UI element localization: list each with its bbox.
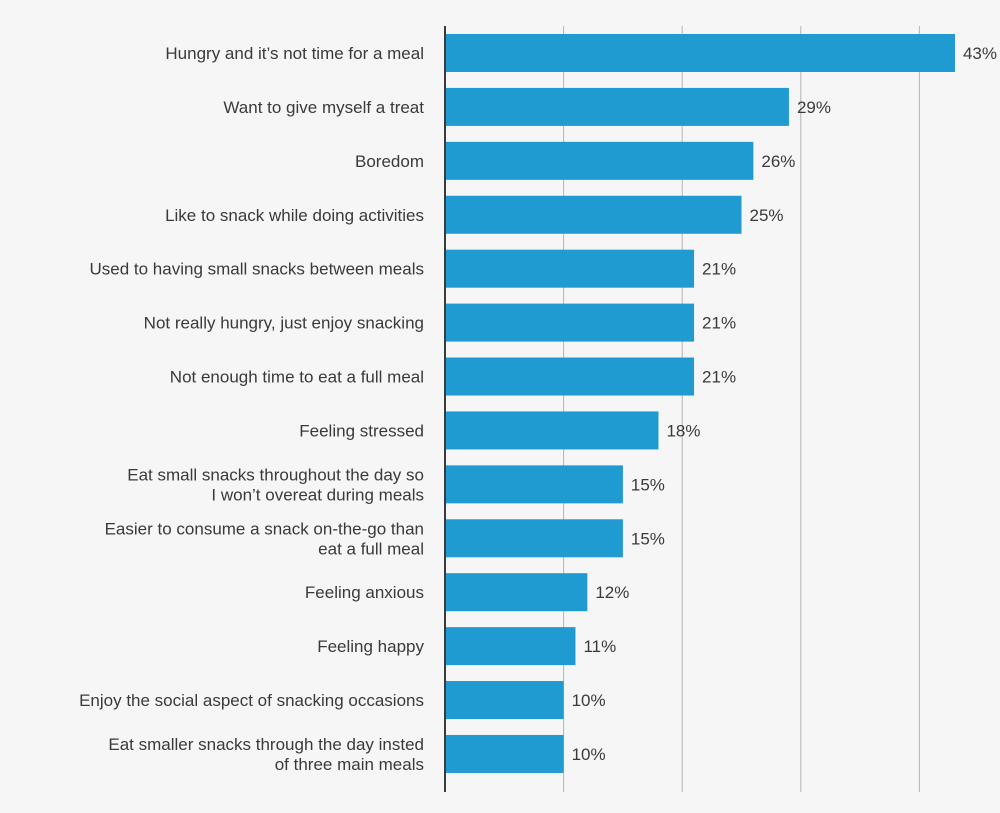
value-label-13: 10%: [572, 745, 606, 764]
bar-11: [445, 627, 576, 666]
bar-6: [445, 357, 695, 396]
value-label-12: 10%: [572, 691, 606, 710]
bar-5: [445, 303, 695, 342]
value-label-3: 25%: [750, 206, 784, 225]
value-label-11: 11%: [583, 637, 616, 656]
category-label-12: Enjoy the social aspect of snacking occa…: [79, 691, 424, 710]
category-label-6: Not enough time to eat a full meal: [170, 368, 424, 387]
category-label-2: Boredom: [355, 152, 424, 171]
category-label-5: Not really hungry, just enjoy snacking: [144, 314, 424, 333]
bars: [445, 34, 955, 773]
category-label-0: Hungry and it’s not time for a meal: [165, 44, 424, 63]
value-label-1: 29%: [797, 98, 831, 117]
value-label-5: 21%: [702, 314, 736, 333]
bar-4: [445, 249, 695, 288]
bar-0: [445, 34, 955, 72]
bar-13: [445, 734, 564, 773]
category-label-11: Feeling happy: [317, 637, 424, 656]
bar-9: [445, 519, 623, 558]
bar-3: [445, 195, 742, 234]
bar-8: [445, 465, 623, 504]
value-labels: 43% 29% 26% 25% 21% 21% 21% 18% 15% 15% 12% 11% 10% 1…: [572, 44, 997, 764]
bar-2: [445, 141, 754, 180]
bar-7: [445, 411, 659, 450]
category-labels: Hungry and it’s not time for a meal Want …: [79, 44, 424, 774]
category-label-8: Eat small snacks throughout the day so I …: [127, 465, 424, 504]
category-label-3: Like to snack while doing activities: [165, 206, 424, 225]
bar-10: [445, 573, 588, 612]
category-label-4: Used to having small snacks between meal…: [90, 260, 425, 279]
value-label-9: 15%: [631, 529, 665, 548]
value-label-7: 18%: [666, 421, 700, 440]
value-label-6: 21%: [702, 368, 736, 387]
value-label-4: 21%: [702, 260, 736, 279]
category-label-10: Feeling anxious: [305, 583, 424, 602]
value-label-8: 15%: [631, 475, 665, 494]
category-label-13: Eat smaller snacks through the day inste…: [108, 735, 424, 774]
gridlines: [563, 26, 920, 792]
bar-1: [445, 87, 789, 126]
category-label-7: Feeling stressed: [299, 421, 424, 440]
category-label-9: Easier to consume a snack on-the-go than…: [105, 519, 424, 558]
category-label-1: Want to give myself a treat: [223, 98, 424, 117]
value-label-10: 12%: [595, 583, 629, 602]
bar-12: [445, 681, 564, 720]
value-label-0: 43%: [963, 44, 997, 63]
value-label-2: 26%: [761, 152, 795, 171]
